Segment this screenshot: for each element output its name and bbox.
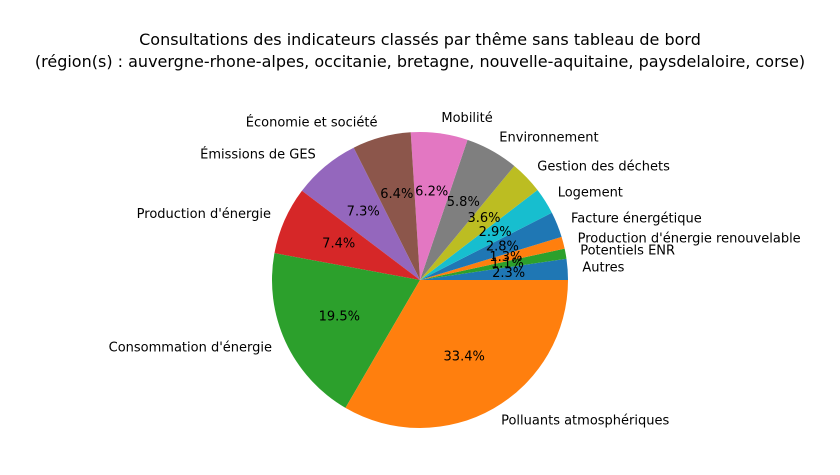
pie-slice-production-d-energie-renouvelable [420, 236, 565, 280]
category-label-emissions-de-ges: Émissions de GES [200, 146, 316, 162]
pct-label-mobilite: 6.2% [415, 185, 448, 200]
pct-label-potentiels-enr: 1.1% [491, 257, 524, 272]
category-label-economie-et-societe: Économie et société [246, 114, 378, 130]
category-label-production-d-energie: Production d'énergie [137, 207, 271, 222]
pct-label-economie-et-societe: 6.4% [380, 187, 413, 202]
pct-label-logement: 2.9% [479, 225, 512, 240]
pie-slice-production-d-energie [274, 190, 420, 280]
pie-slice-potentiels-enr [420, 248, 567, 280]
pie-slice-facture-energetique [420, 212, 562, 280]
pct-label-consommation-d-energie: 19.5% [319, 310, 360, 325]
category-label-environnement: Environnement [499, 130, 598, 145]
pie-slice-consommation-d-energie [271, 253, 420, 408]
category-label-logement: Logement [558, 186, 623, 201]
category-label-mobilite: Mobilité [441, 111, 492, 126]
pct-label-emissions-de-ges: 7.3% [347, 204, 380, 219]
category-label-autres: Autres [582, 261, 624, 276]
category-label-consommation-d-energie: Consommation d'énergie [109, 340, 272, 355]
category-label-potentiels-enr: Potentiels ENR [580, 244, 675, 259]
pie-slice-logement [420, 190, 552, 280]
pct-label-production-d-energie-renouvelable: 1.3% [489, 250, 522, 265]
pct-label-production-d-energie: 7.4% [322, 237, 355, 252]
category-label-polluants-atmospheriques: Polluants atmosphériques [501, 414, 669, 429]
pie-slice-autres [420, 258, 568, 280]
chart-subtitle: (région(s) : auvergne-rhone-alpes, occit… [34, 52, 806, 71]
pct-label-autres: 2.3% [492, 266, 525, 281]
pie-slice-polluants-atmospheriques [345, 280, 568, 429]
pct-label-gestion-des-dechets: 3.6% [467, 211, 500, 226]
pie-slice-mobilite [410, 131, 468, 280]
pie-slice-economie-et-societe [353, 132, 420, 280]
pie-labels: Autres 2.3% Potentiels ENR 1.1% Production d… [109, 111, 801, 429]
category-label-gestion-des-dechets: Gestion des déchets [537, 160, 670, 175]
pie-slice-environnement [420, 139, 515, 280]
pct-label-polluants-atmospheriques: 33.4% [444, 350, 485, 365]
pie-slices [271, 131, 568, 429]
category-label-facture-energetique: Facture énergétique [571, 212, 702, 227]
chart-title: Consultations des indicateurs classés pa… [139, 30, 701, 49]
pct-label-environnement: 5.8% [447, 195, 480, 210]
pie-slice-gestion-des-dechets [420, 165, 538, 280]
category-label-production-d-energie-renouvelable: Production d'énergie renouvelable [578, 232, 801, 247]
pie-slice-emissions-de-ges [301, 147, 420, 280]
pct-label-facture-energetique: 2.8% [486, 239, 519, 254]
